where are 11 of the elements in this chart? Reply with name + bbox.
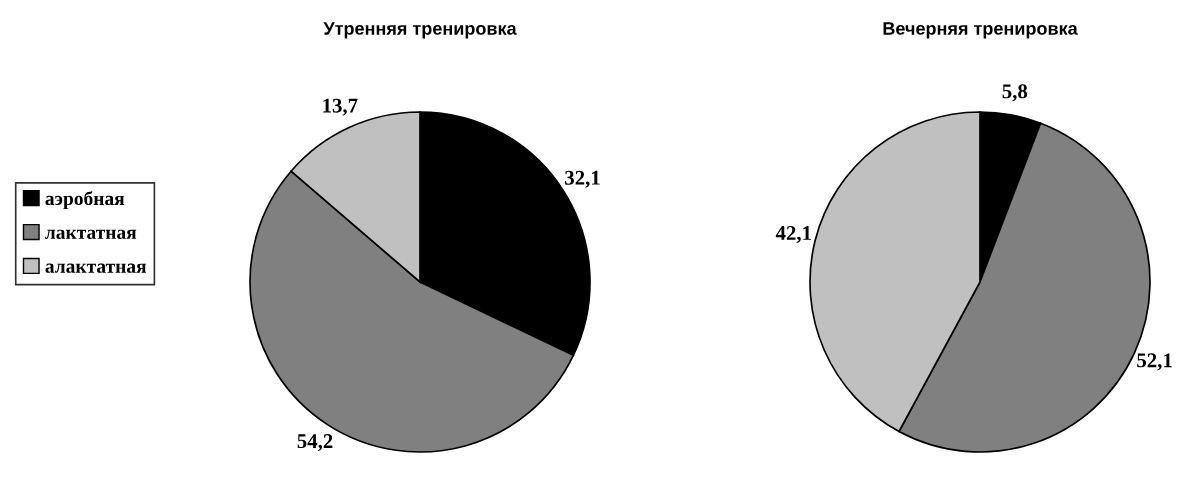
data-label: 52,1 [1137, 353, 1172, 371]
legend-label: аэробная [45, 190, 125, 210]
chart-title: Утренняя тренировка [323, 22, 517, 39]
legend-label: алактатная [45, 263, 147, 273]
data-label: 5,8 [1002, 84, 1028, 102]
data-label: 54,2 [297, 434, 333, 452]
data-label: 13,7 [323, 98, 358, 116]
chart-title: Вечерняя тренировка [883, 22, 1078, 39]
data-label: 32,1 [565, 170, 600, 188]
legend-label: лактатная [45, 229, 137, 239]
data-label: 42,1 [775, 226, 811, 244]
